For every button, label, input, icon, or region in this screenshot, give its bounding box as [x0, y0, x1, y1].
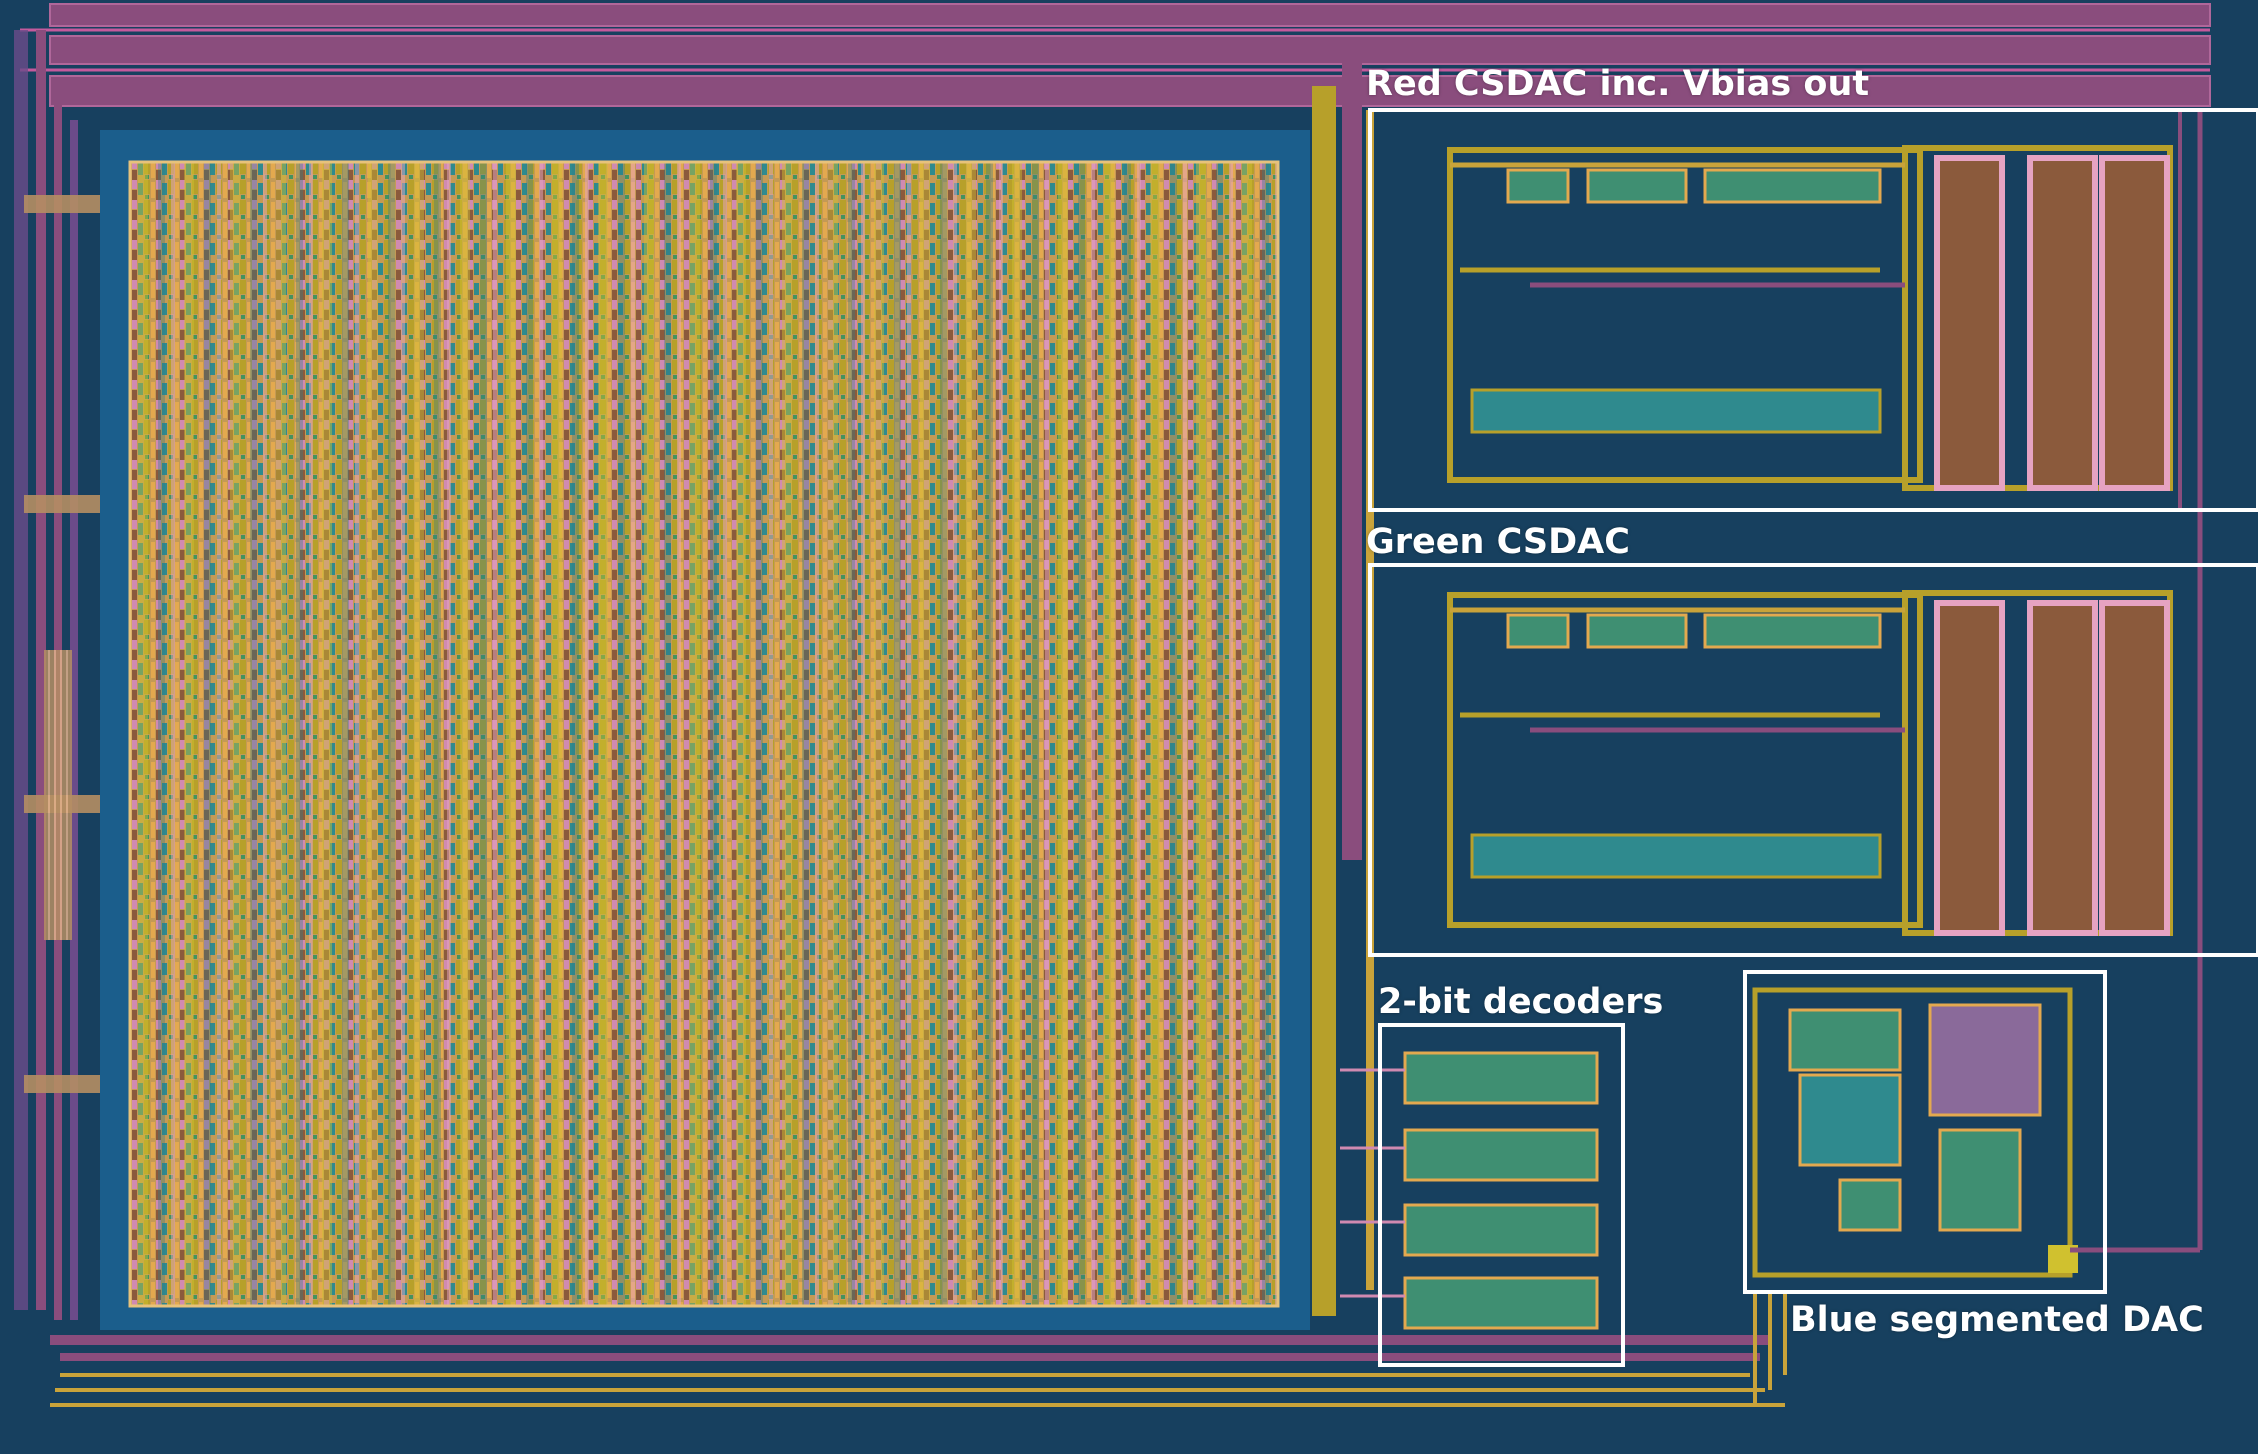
power-rail	[49, 35, 2211, 65]
decoder-row	[1403, 1051, 1599, 1105]
decoder-row	[1403, 1276, 1599, 1330]
csdac-cell	[1506, 613, 1570, 649]
red-csdac-highlight	[1368, 108, 2258, 512]
bus-rail	[1342, 40, 1362, 860]
power-rail	[49, 75, 2211, 107]
digital-core	[100, 130, 1310, 1330]
dac-cell-group	[1928, 1003, 2042, 1117]
csdac-logic-row	[1470, 388, 1882, 434]
left-rail	[36, 30, 46, 1310]
decoder-row	[1403, 1128, 1599, 1182]
bottom-rail	[60, 1353, 1760, 1361]
decoder-row	[1403, 1203, 1599, 1257]
power-rail	[49, 3, 2211, 27]
bottom-rail	[50, 1335, 1770, 1345]
dac-cell-group	[1798, 1073, 1902, 1167]
csdac-cell	[1506, 168, 1570, 204]
top-power-rails	[20, 3, 2211, 107]
csdac-cell	[1586, 613, 1688, 649]
decoders-highlight	[1378, 1023, 1625, 1367]
blue-dac-block	[1752, 987, 2078, 1278]
green-csdac-label: Green CSDAC	[1366, 522, 1630, 562]
csdac-resistor	[1934, 600, 2005, 936]
green-csdac-block	[1447, 590, 2173, 936]
vertical-bus	[1312, 40, 1374, 1316]
csdac-cell	[1703, 613, 1882, 649]
csdac-resistor	[2099, 600, 2170, 936]
decoders-label: 2-bit decoders	[1378, 982, 1664, 1022]
io-bus	[44, 650, 72, 940]
bus-rail	[1312, 86, 1336, 1316]
dac-cell-group	[1788, 1008, 1902, 1072]
csdac-frame	[1447, 147, 1923, 483]
csdac-cell	[1703, 168, 1882, 204]
red-csdac-label: Red CSDAC inc. Vbias out	[1366, 64, 1870, 104]
core-cell-columns	[130, 162, 1278, 1306]
blue-dac-label: Blue segmented DAC	[1790, 1300, 2204, 1340]
left-rail	[14, 30, 28, 1310]
csdac-resistor	[1934, 155, 2005, 491]
red-csdac-block	[1447, 145, 2173, 491]
green-csdac-highlight	[1368, 563, 2258, 957]
left-rail	[70, 120, 78, 1320]
bottom-routing	[50, 1290, 1787, 1407]
csdac-frame	[1447, 592, 1923, 928]
blue-dac-highlight	[1743, 970, 2107, 1294]
dac-cell-group	[1838, 1178, 1902, 1232]
dac-frame	[1752, 987, 2073, 1278]
csdac-resistor	[2027, 155, 2098, 491]
csdac-resistor	[2099, 155, 2170, 491]
csdac-cell	[1586, 168, 1688, 204]
annotations	[1368, 108, 2258, 1367]
dac-cell-group	[1938, 1128, 2022, 1232]
right-routing	[2070, 110, 2203, 1253]
decoders-block	[1340, 1051, 1599, 1330]
csdac-logic-row	[1470, 833, 1882, 879]
core-boundary	[128, 160, 1280, 1308]
csdac-resistor	[2027, 600, 2098, 936]
